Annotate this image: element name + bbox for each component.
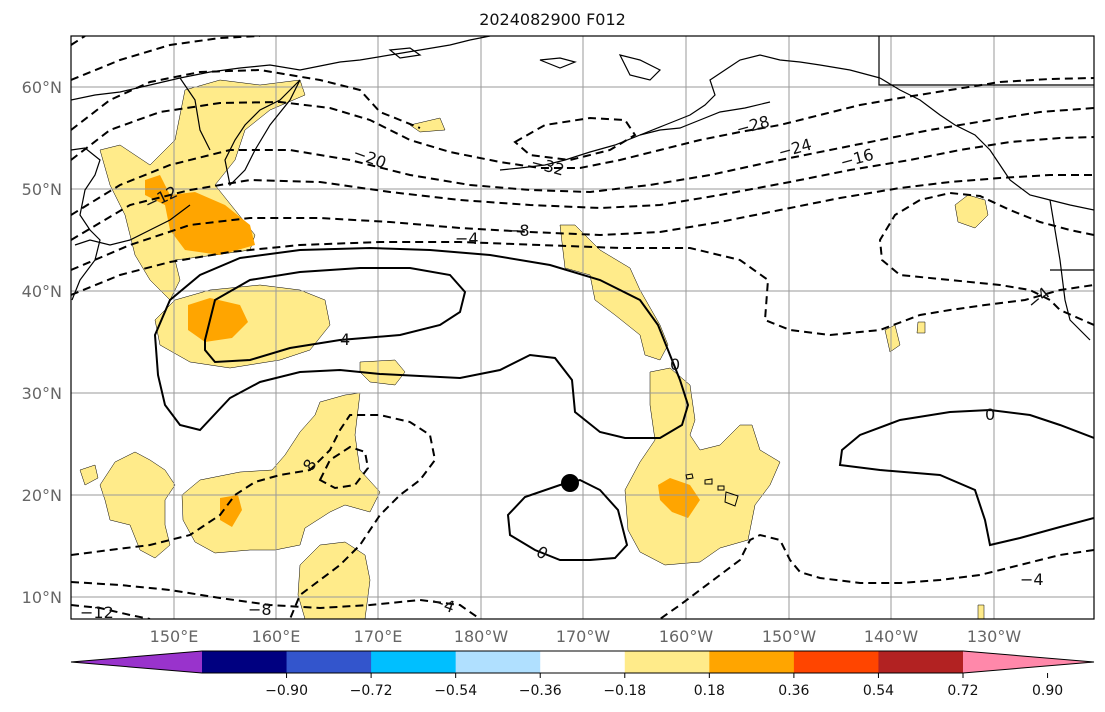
colorbar-tick-label: −0.54 xyxy=(434,683,477,699)
map-title: 2024082900 F012 xyxy=(479,10,626,29)
lat-label-60n: 60°N xyxy=(22,78,62,97)
colorbar-tick-label: 0.18 xyxy=(694,683,725,699)
colorbar-tick-label: 0.72 xyxy=(947,683,978,699)
anomaly-shading-orange xyxy=(145,175,700,527)
colorbar-segment xyxy=(540,651,626,673)
colorbar-segment xyxy=(455,651,541,673)
colorbar-segment xyxy=(793,651,879,673)
colorbar-ticks: −0.90 −0.72 −0.54 −0.36 −0.18 0.18 0.36 0.54 0.7… xyxy=(265,673,1063,699)
colorbar-segment xyxy=(371,651,457,673)
contour-label: 0 xyxy=(670,355,680,374)
colorbar-tick-label: 0.54 xyxy=(863,683,894,699)
colorbar-segment xyxy=(286,651,372,673)
colorbar xyxy=(70,650,1095,674)
colorbar-tick-label: −0.18 xyxy=(603,683,646,699)
colorbar-tick-label: 0.90 xyxy=(1032,683,1063,699)
contour-label: −8 xyxy=(506,221,530,240)
lon-label-170w: 170°W xyxy=(556,627,611,646)
colorbar-tick-label: −0.72 xyxy=(350,683,393,699)
latitude-labels: 60°N 50°N 40°N 30°N 20°N 10°N xyxy=(22,78,62,607)
contour-label: −4 xyxy=(455,229,479,248)
lon-label-160w: 160°W xyxy=(659,627,714,646)
lat-label-40n: 40°N xyxy=(22,282,62,301)
contour-label: 0 xyxy=(985,405,995,424)
colorbar-tick-label: 0.36 xyxy=(778,683,809,699)
lon-label-150e: 150°E xyxy=(150,627,199,646)
lon-label-180w: 180°W xyxy=(454,627,509,646)
lon-label-140w: 140°W xyxy=(864,627,919,646)
lat-label-10n: 10°N xyxy=(22,588,62,607)
anomaly-shading-light xyxy=(79,79,989,619)
colorbar-tick-label: −0.36 xyxy=(519,683,562,699)
contour-label: −8 xyxy=(248,600,272,619)
colorbar-outline xyxy=(70,650,1095,674)
colorbar-segment xyxy=(202,651,288,673)
lon-label-130w: 130°W xyxy=(967,627,1022,646)
colorbar-extend-high xyxy=(963,651,1094,673)
contour-label: −4 xyxy=(1020,570,1044,589)
lat-label-50n: 50°N xyxy=(22,180,62,199)
contour-label: 4 xyxy=(340,330,350,349)
lon-label-150w: 150°W xyxy=(762,627,817,646)
dashed-contours xyxy=(71,36,1094,619)
lon-label-170e: 170°E xyxy=(354,627,403,646)
point-marker xyxy=(561,474,579,492)
map-border xyxy=(70,35,1095,620)
lat-label-30n: 30°N xyxy=(22,384,62,403)
lon-label-160e: 160°E xyxy=(252,627,301,646)
colorbar-extend-low xyxy=(71,651,202,673)
lat-label-20n: 20°N xyxy=(22,486,62,505)
colorbar-segment xyxy=(624,651,710,673)
colorbar-tick-label: −0.90 xyxy=(265,683,308,699)
contour-label: −12 xyxy=(80,603,114,622)
graticule xyxy=(71,36,1094,619)
colorbar-segment xyxy=(878,651,964,673)
longitude-labels: 150°E 160°E 170°E 180°W 170°W 160°W 150°… xyxy=(150,627,1022,646)
solid-contours xyxy=(153,246,1094,561)
colorbar-segment xyxy=(709,651,795,673)
hawaii-islands xyxy=(685,473,739,507)
